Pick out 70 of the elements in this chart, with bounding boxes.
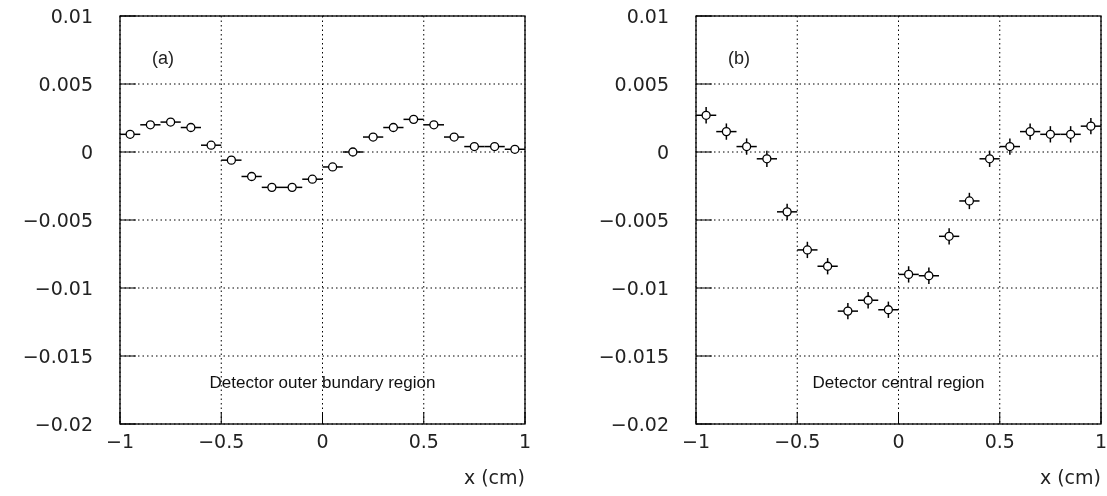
point — [510, 144, 520, 154]
x-tick-label: 0.5 — [408, 430, 439, 452]
x-tick-label: 0.5 — [984, 430, 1015, 452]
point — [125, 129, 135, 139]
y-tick-label: 0 — [80, 141, 93, 163]
annotation: (b) — [728, 48, 750, 68]
annotation: (a) — [152, 48, 174, 68]
x-tick-label: 1 — [1094, 430, 1107, 452]
point — [741, 141, 752, 152]
annotation: Detector central region — [812, 373, 985, 392]
y-tick-label: −0.005 — [22, 209, 93, 231]
point — [1045, 129, 1056, 139]
point — [762, 154, 772, 164]
point — [843, 306, 853, 316]
point — [307, 174, 318, 184]
x-tick-label: 0 — [316, 430, 329, 452]
point — [903, 269, 914, 280]
y-tick-label: −0.02 — [610, 413, 669, 435]
y-tick-label: 0 — [656, 141, 669, 163]
point — [863, 295, 873, 305]
point — [388, 122, 399, 133]
x-tick-label: −1 — [681, 430, 711, 452]
y-tick-label: −0.01 — [34, 277, 93, 299]
point — [964, 196, 975, 206]
x-tick-label: −1 — [105, 430, 135, 452]
point — [429, 120, 439, 130]
y-tick-label: −0.015 — [22, 345, 93, 367]
annotation: Detector outer bundary region — [209, 373, 436, 392]
point — [782, 207, 792, 217]
point — [348, 147, 358, 157]
point — [802, 245, 813, 255]
point — [206, 140, 216, 150]
point — [1065, 129, 1076, 139]
point — [267, 182, 277, 193]
y-tick-label: 0.005 — [614, 73, 669, 95]
point — [701, 110, 711, 120]
point — [449, 132, 459, 142]
point — [822, 261, 833, 271]
x-tick-label: −0.5 — [774, 430, 821, 452]
point — [368, 132, 378, 142]
y-tick-label: 0.01 — [626, 5, 669, 27]
point — [408, 114, 419, 125]
x-axis-title: x (cm) — [1039, 466, 1101, 488]
point — [469, 141, 480, 152]
point — [984, 154, 995, 164]
point — [226, 155, 237, 165]
point — [1025, 126, 1035, 137]
x-axis-title: x (cm) — [463, 466, 525, 488]
point — [944, 231, 954, 241]
x-tick-label: 1 — [518, 430, 532, 452]
point — [1005, 141, 1015, 152]
y-tick-label: −0.015 — [598, 345, 669, 367]
y-tick-label: 0.01 — [50, 5, 93, 27]
point — [1086, 121, 1096, 131]
y-tick-label: −0.02 — [34, 413, 93, 435]
y-tick-label: 0.005 — [38, 73, 93, 95]
x-tick-label: 0 — [892, 430, 905, 452]
point — [489, 141, 500, 152]
x-tick-label: −0.5 — [198, 430, 245, 452]
point — [721, 126, 732, 137]
point — [327, 162, 338, 172]
point — [145, 120, 156, 130]
point — [924, 271, 934, 281]
point — [287, 182, 297, 193]
y-tick-label: −0.01 — [610, 277, 669, 299]
point — [186, 122, 196, 133]
y-tick-label: −0.005 — [598, 209, 669, 231]
point — [883, 305, 894, 315]
point — [246, 171, 257, 182]
point — [165, 117, 176, 127]
